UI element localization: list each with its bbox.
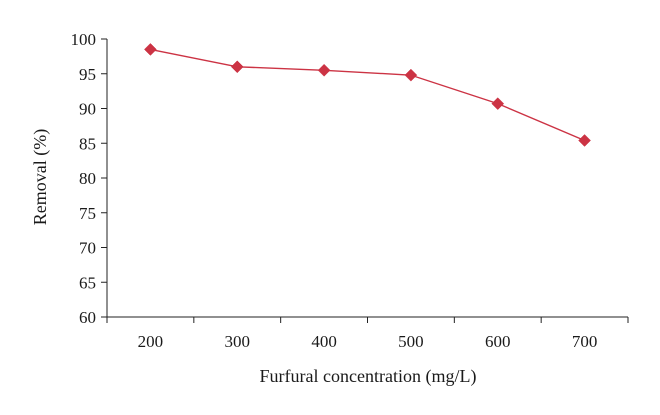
y-tick-label: 60 [79,308,96,327]
data-point-marker [317,63,331,77]
y-tick-label: 65 [79,273,96,292]
data-point-marker [230,60,244,74]
y-tick-label: 70 [79,239,96,258]
y-tick-label: 75 [79,204,96,223]
y-tick-label: 95 [79,65,96,84]
y-axis-title: Removal (%) [30,129,51,225]
y-tick-label: 80 [79,169,96,188]
x-tick-label: 300 [225,332,251,351]
data-point-marker [491,97,505,110]
series-line [150,48,585,142]
x-axis-ticks: 200 300 400 500 600 700 [106,317,629,351]
y-tick-label: 85 [79,134,96,153]
y-tick-label: 90 [79,100,96,119]
x-tick-label: 400 [311,332,337,351]
data-point-marker [578,134,591,147]
x-axis-title: Furfural concentration (mg/L) [260,366,477,387]
x-tick-label: 500 [398,332,424,351]
x-tick-label: 200 [138,332,164,351]
series-layer [144,43,591,147]
data-point-marker [404,68,418,82]
y-axis-ticks: 60 65 70 75 80 85 90 95 100 [71,30,107,327]
data-point-marker [144,43,157,56]
axes [106,39,628,318]
x-tick-label: 700 [572,332,598,351]
y-tick-label: 100 [71,30,97,49]
x-tick-label: 600 [485,332,511,351]
